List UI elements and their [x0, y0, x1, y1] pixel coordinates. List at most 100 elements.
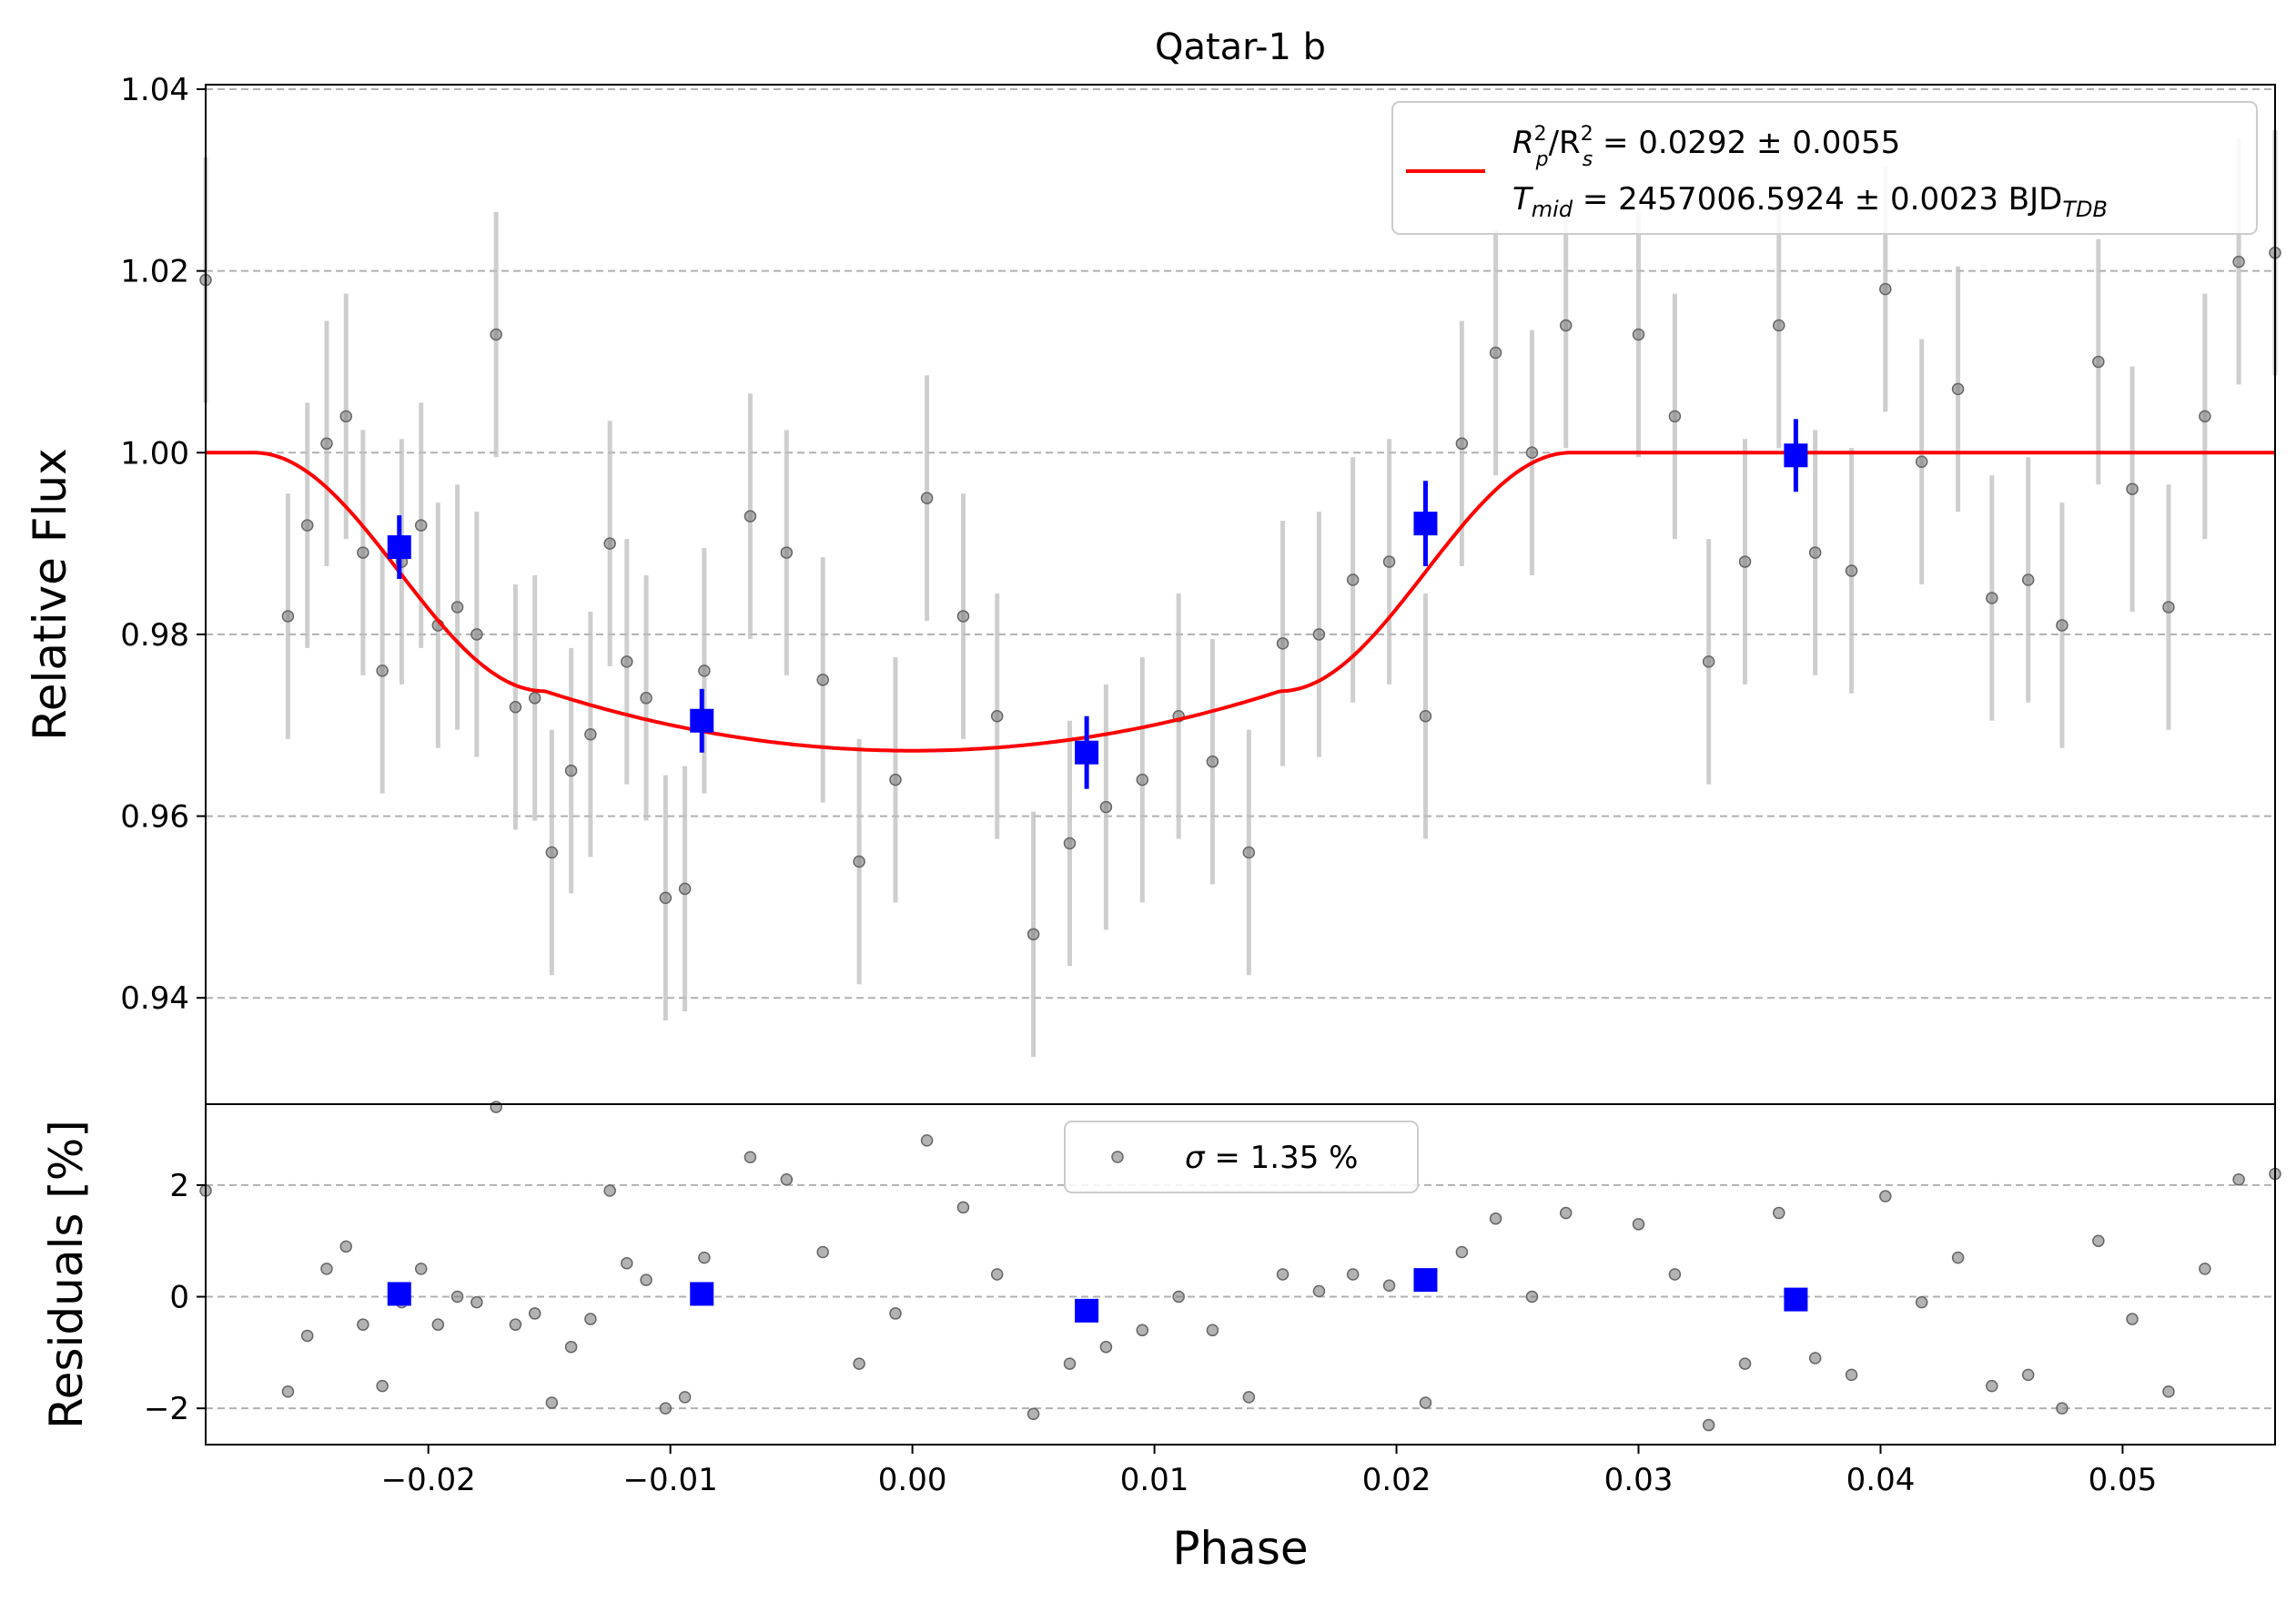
flux-raw-point [2092, 355, 2105, 369]
transit-model-line [206, 451, 2275, 753]
flux-raw-point [2199, 410, 2211, 423]
flux-binned-point [1075, 740, 1099, 765]
residuals-y-tick-label: 2 [169, 1168, 189, 1204]
flux-raw-point [470, 628, 483, 641]
residuals-legend-box [1064, 1121, 1419, 1193]
residuals-raw-point [2232, 1173, 2245, 1186]
residuals-raw-point [780, 1173, 794, 1186]
flux-raw-point [603, 537, 616, 550]
residuals-raw-points [199, 1101, 2281, 1432]
flux-raw-point [1382, 555, 1396, 568]
flux-y-tick-label: 0.96 [120, 799, 189, 836]
residuals-binned-point [690, 1282, 714, 1306]
flux-raw-point [990, 710, 1004, 723]
flux-panel: 0.94 0.96 0.98 1.00 1.02 1.04 Relative Flux R… [24, 72, 2281, 1105]
flux-raw-point [1489, 346, 1502, 360]
residuals-raw-point [2199, 1263, 2211, 1275]
residuals-raw-point [1455, 1245, 1469, 1259]
flux-raw-point [1027, 928, 1040, 941]
residuals-raw-point [1206, 1324, 1219, 1337]
residuals-raw-point [320, 1263, 333, 1275]
residuals-raw-point [470, 1295, 483, 1309]
flux-raw-point [1346, 573, 1360, 586]
residuals-raw-point [584, 1313, 597, 1325]
phase-x-tick-label: 0.05 [2089, 1462, 2158, 1498]
residuals-raw-point [698, 1251, 711, 1264]
residuals-raw-point [545, 1396, 559, 1409]
flux-raw-point [1525, 446, 1539, 460]
flux-raw-point [1702, 655, 1715, 668]
flux-legend-box [1391, 101, 2258, 235]
flux-binned-point [1413, 512, 1438, 536]
flux-raw-point [2126, 482, 2139, 495]
residuals-raw-point [678, 1391, 692, 1404]
phase-x-tick-label: 0.01 [1120, 1462, 1189, 1498]
residuals-raw-point [339, 1240, 353, 1253]
residuals-raw-point [357, 1318, 369, 1331]
flux-raw-point [1632, 328, 1645, 341]
residuals-raw-point [300, 1329, 314, 1343]
flux-raw-point [490, 328, 502, 341]
residuals-raw-point [1382, 1279, 1396, 1293]
residuals-raw-point [490, 1101, 502, 1113]
residuals-raw-point [1632, 1218, 1645, 1231]
flux-raw-point [2056, 619, 2068, 632]
flux-raw-point [1951, 382, 1965, 396]
residuals-raw-point [2056, 1402, 2068, 1415]
flux-raw-point [1986, 592, 1998, 604]
residuals-raw-point [1312, 1284, 1326, 1298]
residuals-raw-point [2021, 1368, 2035, 1382]
residuals-legend: σ = 1.35 % [1064, 1121, 1419, 1193]
residuals-gridlines [206, 1183, 2275, 1410]
flux-raw-point [678, 882, 692, 896]
flux-raw-point [1808, 546, 1822, 559]
flux-raw-point [659, 891, 673, 905]
flux-raw-point [816, 674, 829, 686]
flux-raw-point [1773, 319, 1785, 332]
residuals-raw-point [528, 1307, 541, 1320]
flux-raw-point [300, 519, 314, 532]
flux-raw-point [1312, 628, 1326, 641]
residuals-raw-point [414, 1263, 428, 1275]
flux-raw-point [1738, 555, 1752, 568]
flux-raw-point [2021, 573, 2035, 586]
phase-x-tick-label: 0.00 [878, 1462, 947, 1498]
flux-raw-point [564, 764, 578, 777]
residuals-raw-point [621, 1256, 633, 1270]
flux-raw-point [853, 855, 865, 868]
flux-raw-point [956, 610, 970, 623]
phase-x-tick-label: −0.01 [623, 1462, 718, 1498]
flux-binned-point [690, 708, 714, 733]
residuals-raw-point [1879, 1190, 1892, 1202]
flux-y-tick-label: 0.98 [120, 617, 189, 654]
residuals-raw-point [990, 1268, 1004, 1281]
residuals-y-tick-label: 0 [169, 1280, 189, 1316]
residuals-raw-point [889, 1307, 902, 1320]
flux-raw-point [889, 773, 902, 786]
flux-legend-tmid: Tmid = 2457006.5924 ± 0.0023 BJDTDB [1512, 181, 2108, 222]
flux-raw-point [320, 437, 333, 451]
flux-raw-point [743, 510, 757, 522]
residuals-raw-point [1419, 1396, 1432, 1409]
flux-raw-point [450, 601, 464, 614]
residuals-binned-point [387, 1282, 411, 1306]
residuals-raw-point [376, 1379, 389, 1393]
flux-y-tick-label: 1.02 [120, 254, 189, 290]
chart-title: Qatar-1 b [1155, 26, 1326, 68]
flux-raw-point [1455, 437, 1469, 451]
residuals-raw-point [1525, 1290, 1539, 1304]
residuals-panel-frame [205, 1103, 2276, 1446]
flux-raw-point [1845, 564, 1858, 577]
residuals-binned-points [387, 1268, 1808, 1323]
residuals-raw-point [1063, 1357, 1077, 1370]
residuals-raw-point [281, 1385, 295, 1398]
flux-raw-point [1136, 773, 1149, 786]
residuals-raw-point [1986, 1379, 1998, 1393]
residuals-binned-point [1784, 1287, 1808, 1312]
flux-raw-point [1242, 846, 1256, 859]
residuals-raw-point [431, 1318, 445, 1331]
flux-raw-point [1915, 455, 1928, 469]
flux-binned-points [387, 419, 1808, 789]
residuals-y-axis-title: Residuals [%] [40, 1120, 93, 1429]
